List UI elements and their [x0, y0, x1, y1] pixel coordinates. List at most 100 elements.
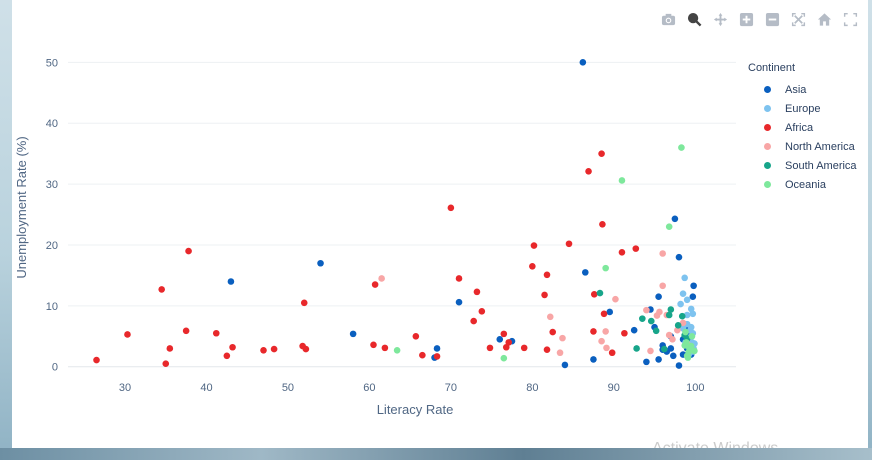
data-point-oceania[interactable] — [691, 347, 698, 355]
data-point-north-america[interactable] — [659, 250, 666, 257]
data-point-africa[interactable] — [260, 347, 267, 354]
data-point-africa[interactable] — [470, 317, 477, 325]
data-point-africa[interactable] — [229, 343, 236, 351]
data-point-south-america[interactable] — [667, 306, 675, 313]
data-point-north-america[interactable] — [647, 347, 654, 355]
data-point-africa[interactable] — [590, 328, 597, 335]
data-point-africa[interactable] — [543, 346, 551, 353]
data-point-asia[interactable] — [671, 215, 679, 223]
legend-item-north-america[interactable]: North America — [748, 137, 857, 156]
zoom-in-icon[interactable] — [736, 10, 756, 28]
data-point-africa[interactable] — [473, 288, 481, 296]
data-point-africa[interactable] — [182, 327, 190, 335]
data-point-africa[interactable] — [549, 328, 557, 336]
data-point-asia[interactable] — [590, 356, 597, 363]
data-point-oceania[interactable] — [678, 144, 685, 151]
spike-icon[interactable] — [840, 10, 860, 28]
data-point-africa[interactable] — [520, 344, 528, 352]
data-point-africa[interactable] — [505, 339, 513, 346]
data-point-africa[interactable] — [486, 344, 494, 352]
data-point-north-america[interactable] — [665, 331, 673, 339]
data-point-asia[interactable] — [561, 361, 569, 369]
data-point-south-america[interactable] — [665, 311, 673, 319]
data-point-asia[interactable] — [655, 293, 662, 301]
data-point-asia[interactable] — [675, 362, 683, 369]
autoscale-icon[interactable] — [788, 10, 808, 28]
data-point-south-america[interactable] — [674, 322, 682, 329]
data-point-oceania[interactable] — [393, 347, 401, 354]
legend-item-oceania[interactable]: Oceania — [748, 175, 857, 194]
data-point-africa[interactable] — [371, 281, 379, 288]
data-point-oceania[interactable] — [500, 354, 508, 362]
legend-item-europe[interactable]: Europe — [748, 99, 857, 118]
data-point-africa[interactable] — [93, 356, 100, 364]
data-point-south-america[interactable] — [639, 315, 646, 322]
data-point-asia[interactable] — [675, 253, 683, 261]
data-point-europe[interactable] — [689, 310, 697, 318]
home-icon[interactable] — [814, 10, 834, 28]
zoom-icon[interactable] — [684, 10, 704, 28]
data-point-africa[interactable] — [302, 345, 310, 353]
data-point-europe[interactable] — [677, 300, 684, 308]
data-point-africa[interactable] — [300, 299, 308, 307]
data-point-oceania[interactable] — [618, 177, 626, 184]
data-point-africa[interactable] — [565, 240, 573, 248]
data-point-africa[interactable] — [543, 271, 551, 279]
data-point-oceania[interactable] — [682, 328, 689, 336]
data-point-asia[interactable] — [496, 336, 504, 343]
data-point-africa[interactable] — [270, 345, 278, 353]
data-point-asia[interactable] — [317, 259, 324, 267]
data-point-africa[interactable] — [632, 245, 640, 252]
data-point-oceania[interactable] — [684, 354, 692, 361]
data-point-south-america[interactable] — [678, 312, 686, 320]
data-point-south-america[interactable] — [652, 327, 660, 335]
legend-item-africa[interactable]: Africa — [748, 118, 857, 137]
data-point-north-america[interactable] — [659, 282, 666, 290]
data-point-asia[interactable] — [669, 352, 677, 360]
data-point-africa[interactable] — [541, 291, 548, 299]
data-point-africa[interactable] — [370, 341, 377, 349]
data-point-africa[interactable] — [455, 275, 463, 282]
data-point-africa[interactable] — [530, 242, 538, 249]
data-point-north-america[interactable] — [643, 306, 650, 314]
data-point-oceania[interactable] — [681, 342, 688, 349]
data-point-africa[interactable] — [166, 345, 174, 352]
data-point-north-america[interactable] — [598, 337, 605, 345]
data-point-africa[interactable] — [212, 329, 220, 337]
data-point-oceania[interactable] — [688, 332, 696, 340]
data-point-africa[interactable] — [500, 330, 508, 338]
data-point-africa[interactable] — [185, 247, 192, 255]
data-point-asia[interactable] — [227, 278, 235, 285]
data-point-north-america[interactable] — [378, 275, 385, 282]
data-point-oceania[interactable] — [665, 223, 673, 231]
pan-icon[interactable] — [710, 10, 730, 28]
data-point-europe[interactable] — [681, 274, 688, 282]
data-point-africa[interactable] — [529, 262, 536, 270]
zoom-out-icon[interactable] — [762, 10, 782, 28]
data-point-south-america[interactable] — [633, 345, 640, 352]
data-point-africa[interactable] — [608, 349, 616, 357]
data-point-africa[interactable] — [158, 286, 165, 293]
legend-item-asia[interactable]: Asia — [748, 80, 857, 99]
data-point-africa[interactable] — [478, 308, 486, 315]
data-point-north-america[interactable] — [612, 295, 619, 303]
data-point-asia[interactable] — [655, 356, 662, 363]
data-point-north-america[interactable] — [559, 334, 566, 342]
data-point-africa[interactable] — [598, 150, 605, 157]
data-point-north-america[interactable] — [602, 328, 609, 335]
data-point-africa[interactable] — [419, 351, 426, 359]
data-point-north-america[interactable] — [546, 313, 554, 321]
data-point-africa[interactable] — [618, 248, 626, 256]
data-point-africa[interactable] — [433, 353, 441, 360]
data-point-asia[interactable] — [690, 282, 697, 290]
data-point-north-america[interactable] — [679, 319, 687, 327]
scatter-plot[interactable]: 0 10 20 30 40 50 30 40 50 60 70 80 90 100 Literacy Rat… — [12, 0, 868, 448]
data-point-asia[interactable] — [579, 59, 587, 66]
data-point-asia[interactable] — [349, 330, 357, 338]
data-point-africa[interactable] — [447, 204, 455, 212]
data-point-south-america[interactable] — [596, 289, 604, 297]
data-point-africa[interactable] — [590, 290, 598, 298]
data-point-north-america[interactable] — [656, 308, 663, 316]
data-point-south-america[interactable] — [661, 345, 668, 353]
data-point-asia[interactable] — [630, 326, 638, 334]
